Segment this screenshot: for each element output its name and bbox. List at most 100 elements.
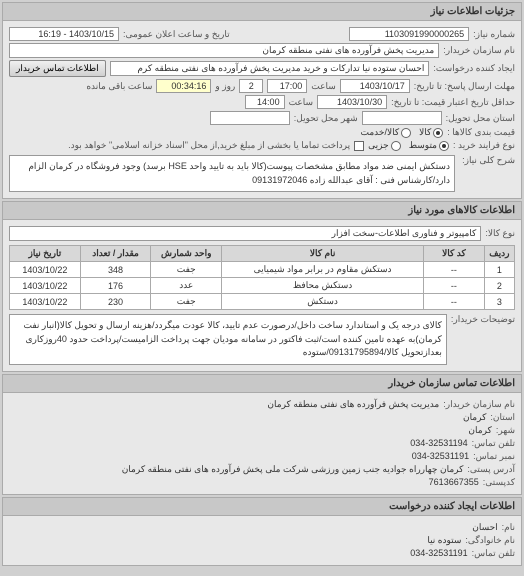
row-buyer: نام سازمان خریدار: مدیریت پخش فرآورده ها… — [9, 43, 515, 58]
row-province: استان: کرمان — [9, 412, 515, 423]
creator-name-value: احسان — [472, 522, 497, 533]
postal-label: کدپستی: — [483, 477, 515, 488]
row-requester: ایجاد کننده درخواست: احسان ستوده نیا تدا… — [9, 60, 515, 77]
fax-label: نمبر تماس: — [473, 451, 515, 462]
radio-kala[interactable]: کالا — [419, 127, 443, 138]
requester-label: ایجاد کننده درخواست: — [433, 63, 515, 74]
deadline-hour: 17:00 — [267, 79, 307, 93]
public-announce-label: تاریخ و ساعت اعلان عمومی: — [123, 29, 230, 40]
quality-opt-0: متوسط — [409, 140, 437, 151]
goods-panel: اطلاعات کالاهای مورد نیاز نوع کالا: کامپ… — [2, 201, 522, 372]
quality-note: پرداخت تماما یا بخشی از مبلغ خرید,از محل… — [9, 140, 350, 151]
creator-family-label: نام خانوادگی: — [465, 535, 515, 546]
province-label: استان: — [490, 412, 515, 423]
city2-label: شهر: — [496, 425, 515, 436]
row-address: آدرس پستی: کرمان چهارراه جوادیه جنب زمین… — [9, 464, 515, 475]
table-cell: 1 — [484, 262, 514, 278]
validity-date: 1403/10/30 — [317, 95, 387, 109]
table-cell: جفت — [151, 262, 222, 278]
table-cell: 176 — [80, 278, 151, 294]
row-city2: شهر: کرمان — [9, 425, 515, 436]
public-announce-value: 1403/10/15 - 16:19 — [9, 27, 119, 41]
row-creator-name: نام: احسان — [9, 522, 515, 533]
contact-info-button[interactable]: اطلاعات تماس خریدار — [9, 60, 106, 77]
city2-value: کرمان — [468, 425, 491, 436]
remain-days: 2 — [239, 79, 263, 93]
table-cell: 1403/10/22 — [10, 262, 81, 278]
table-cell: عدد — [151, 278, 222, 294]
quality-radios: متوسط جزیی — [368, 140, 449, 151]
buyer-value: مدیریت پخش فرآورده های نفتی منطقه کرمان — [9, 43, 439, 58]
general-desc-label: شرح کلی نیاز: — [459, 155, 515, 166]
deadline-date: 1403/10/17 — [340, 79, 410, 93]
col-code: کد کالا — [424, 246, 485, 262]
postal-value: 7613667355 — [429, 477, 479, 487]
row-creator-family: نام خانوادگی: ستوده نیا — [9, 535, 515, 546]
row-fax: نمبر تماس: 034-32531191 — [9, 451, 515, 462]
row-category: نوع کالا: کامپیوتر و فناوری اطلاعات-سخت … — [9, 226, 515, 241]
table-cell: دستکش مقاوم در برابر مواد شیمیایی — [222, 262, 424, 278]
fax-value: 034-32531191 — [412, 451, 469, 461]
radio-dot-icon — [439, 141, 449, 151]
city-label: شهر محل تحویل: — [294, 113, 358, 124]
requester-value: احسان ستوده نیا تدارکات و خرید مدیریت پخ… — [110, 61, 430, 76]
row-buyer-desc: توضیحات خریدار: کالای درجه یک و استاندار… — [9, 314, 515, 365]
goods-table: ردیف کد کالا نام کالا واحد شمارش مقدار /… — [9, 245, 515, 310]
goods-header: اطلاعات کالاهای مورد نیاز — [3, 202, 521, 220]
table-row: 2--دستکش محافظعدد1761403/10/22 — [10, 278, 515, 294]
radio-medium[interactable]: متوسط — [409, 140, 449, 151]
table-cell: 348 — [80, 262, 151, 278]
table-cell: دستکش — [222, 294, 424, 310]
table-row: 3--دستکشجفت2301403/10/22 — [10, 294, 515, 310]
validity-label: حداقل تاریخ اعتبار قیمت: تا تاریخ: — [391, 97, 515, 108]
delivery-label: استان محل تحویل: — [446, 113, 515, 124]
creator-name-label: نام: — [502, 522, 515, 533]
radio-minor[interactable]: جزیی — [368, 140, 401, 151]
table-cell: 1403/10/22 — [10, 278, 81, 294]
radio-kala-khedmat[interactable]: کالا/خدمت — [361, 127, 412, 138]
remain-label: ساعت باقی مانده — [86, 81, 152, 92]
need-number-label: شماره نیاز: — [473, 29, 515, 40]
phone-value: 034-32531194 — [410, 438, 467, 448]
remain-time: 00:34:16 — [156, 79, 211, 93]
validity-hour-label: ساعت — [289, 97, 314, 108]
address-label: آدرس پستی: — [467, 464, 515, 475]
creator-family-value: ستوده نیا — [427, 535, 461, 546]
col-date: تاریخ نیاز — [10, 246, 81, 262]
city-value — [210, 111, 290, 125]
creator-phone-label: تلفن تماس: — [472, 548, 515, 559]
table-cell: 3 — [484, 294, 514, 310]
contact-header: اطلاعات تماس سازمان خریدار — [3, 375, 521, 393]
quality-opt-1: جزیی — [368, 140, 389, 151]
price-type-radios: کالا کالا/خدمت — [361, 127, 444, 138]
general-desc-text: دستکش ایمنی ضد مواد مطابق مشخصات پیوست(ک… — [9, 155, 455, 192]
row-validity: حداقل تاریخ اعتبار قیمت: تا تاریخ: 1403/… — [9, 95, 515, 109]
radio-dot-icon — [401, 128, 411, 138]
radio-dot-icon — [433, 128, 443, 138]
col-name: نام کالا — [222, 246, 424, 262]
org-label: نام سازمان خریدار: — [443, 399, 515, 410]
validity-hour: 14:00 — [245, 95, 285, 109]
panel-title: جزئیات اطلاعات نیاز — [3, 3, 521, 21]
row-general-desc: شرح کلی نیاز: دستکش ایمنی ضد مواد مطابق … — [9, 155, 515, 192]
row-need-number: شماره نیاز: 1103091990000265 تاریخ و ساع… — [9, 27, 515, 41]
table-cell: جفت — [151, 294, 222, 310]
table-cell: -- — [424, 294, 485, 310]
row-org: نام سازمان خریدار: مدیریت پخش فرآورده ها… — [9, 399, 515, 410]
creator-header: اطلاعات ایجاد کننده درخواست — [3, 498, 521, 516]
contact-panel: اطلاعات تماس سازمان خریدار نام سازمان خر… — [2, 374, 522, 495]
need-number-value: 1103091990000265 — [349, 27, 469, 41]
category-label: نوع کالا: — [485, 228, 515, 239]
row-creator-phone: تلفن تماس: 034-32531191 — [9, 548, 515, 559]
deadline-label: مهلت ارسال پاسخ: تا تاریخ: — [414, 81, 515, 92]
row-delivery: استان محل تحویل: شهر محل تحویل: — [9, 111, 515, 125]
table-row: 1--دستکش مقاوم در برابر مواد شیمیاییجفت3… — [10, 262, 515, 278]
row-deadline: مهلت ارسال پاسخ: تا تاریخ: 1403/10/17 سا… — [9, 79, 515, 93]
row-quality: نوع فرایند خرید : متوسط جزیی پرداخت تمام… — [9, 140, 515, 151]
treasury-checkbox[interactable] — [354, 141, 364, 151]
row-phone: تلفن تماس: 034-32531194 — [9, 438, 515, 449]
deadline-hour-label: ساعت — [311, 81, 336, 92]
table-header-row: ردیف کد کالا نام کالا واحد شمارش مقدار /… — [10, 246, 515, 262]
remain-day-label: روز و — [215, 81, 235, 92]
quality-label: نوع فرایند خرید : — [453, 140, 515, 151]
